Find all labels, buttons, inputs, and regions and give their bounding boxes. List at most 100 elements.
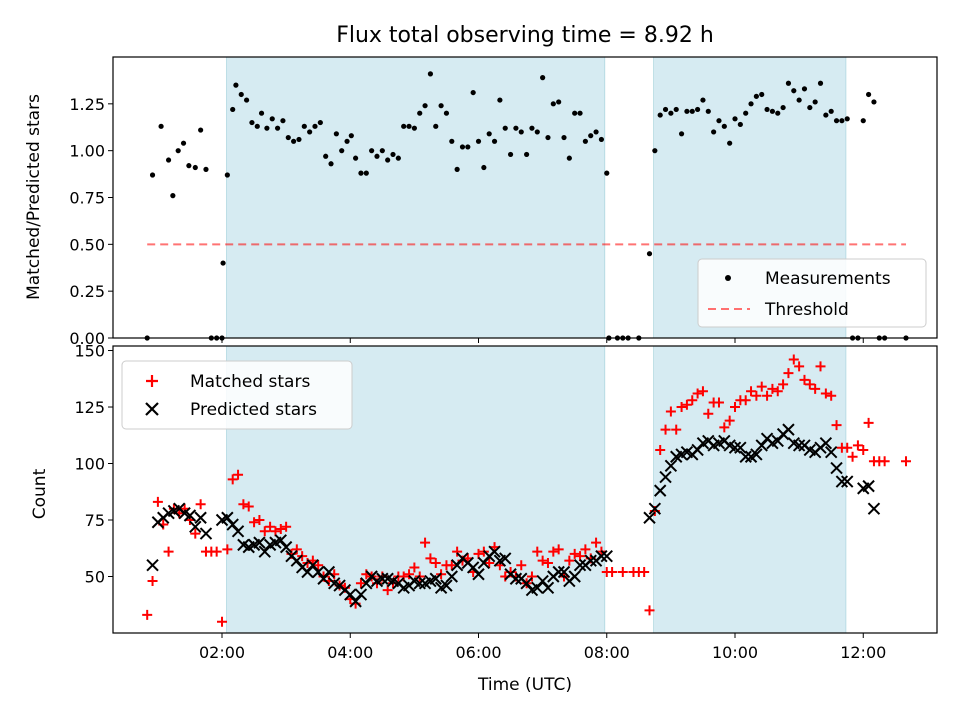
predicted-stars-point	[824, 446, 838, 459]
measurement-point	[785, 80, 792, 86]
measurement-point	[823, 112, 829, 118]
matched-stars-point	[901, 456, 912, 467]
measurement-point	[385, 157, 391, 163]
matched-stars-point	[703, 408, 714, 419]
measurement-point	[775, 110, 781, 116]
predicted-stars-point	[445, 570, 458, 583]
measurement-point	[807, 104, 813, 111]
measurement-point	[224, 172, 230, 178]
measurement-point	[695, 106, 701, 113]
predicted-stars-point	[274, 534, 287, 547]
measurement-point	[812, 99, 818, 105]
measurement-point	[258, 110, 265, 116]
predicted-stars-point	[520, 577, 533, 590]
matched-stars-point	[697, 386, 708, 397]
measurement-point	[233, 82, 239, 88]
measurement-point	[550, 101, 556, 107]
measurement-point	[566, 155, 572, 161]
matched-stars-point	[815, 361, 826, 372]
predicted-stars-point	[728, 441, 742, 454]
bottom-y-tick-label: 150	[74, 342, 105, 361]
measurement-point	[449, 138, 455, 144]
measurement-point	[379, 148, 385, 154]
matched-stars-point	[655, 444, 666, 455]
measurement-point	[817, 80, 824, 86]
measurement-point	[264, 125, 270, 131]
measurement-point	[328, 161, 334, 167]
measurement-point	[748, 101, 754, 107]
measurement-point	[149, 172, 156, 178]
x-axis-label: Time (UTC)	[477, 675, 572, 695]
bottom-y-axis-ticks: 50 75 100 125 150	[74, 342, 113, 587]
measurement-point	[764, 106, 770, 113]
matched-stars-point	[810, 383, 821, 394]
measurement-point	[285, 134, 291, 141]
predicted-stars-point	[584, 554, 597, 567]
measurement-point	[406, 123, 412, 129]
bottom-y-tick-label: 100	[74, 455, 105, 474]
predicted-stars-point	[552, 565, 565, 579]
matched-stars-point	[291, 544, 302, 555]
measurement-point	[254, 123, 260, 129]
measurement-point	[220, 260, 226, 266]
measurement-point	[497, 97, 503, 103]
measurement-point	[871, 99, 877, 105]
x-tick-label: 04:00	[327, 643, 373, 662]
matched-stars-point	[147, 576, 158, 587]
predicted-stars-point	[600, 549, 613, 563]
predicted-stars-point	[413, 577, 426, 590]
measurement-point	[296, 136, 302, 143]
matched-stars-point	[249, 517, 260, 528]
predicted-stars-point	[472, 568, 485, 581]
predicted-stars-point	[194, 511, 207, 524]
matched-stars-point	[687, 395, 698, 406]
matched-stars-point	[665, 406, 676, 417]
matched-stars-point	[163, 546, 174, 557]
measurement-point	[668, 110, 674, 116]
predicted-stars-point	[183, 509, 197, 522]
matched-stars-point	[446, 560, 457, 571]
measurement-point	[158, 123, 164, 129]
predicted-stars-point	[509, 572, 523, 585]
measurement-point	[475, 138, 482, 144]
matched-stars-point	[420, 537, 431, 548]
measurement-point	[323, 153, 329, 159]
measurement-point	[839, 118, 845, 124]
matched-stars-point	[767, 383, 778, 394]
measurement-point	[192, 164, 198, 171]
measurement-point	[243, 97, 250, 103]
predicted-stars-point	[360, 577, 373, 590]
measurement-point	[348, 133, 354, 139]
x-tick-label: 08:00	[584, 643, 630, 662]
matched-stars-point	[537, 555, 548, 566]
matched-stars-point	[724, 415, 735, 426]
measurement-point	[353, 155, 359, 161]
matched-stars-point	[660, 424, 671, 435]
measurement-point	[662, 106, 669, 113]
predicted-stars-point	[488, 545, 501, 558]
measurement-point	[801, 86, 808, 92]
measurement-point	[454, 166, 460, 172]
matched-stars-point	[398, 571, 409, 582]
predicted-stars-point	[691, 443, 704, 457]
matched-stars-point	[644, 605, 655, 616]
measurement-point	[556, 99, 562, 105]
top-y-axis-label: Matched/Predicted stars	[24, 94, 44, 300]
measurement-point	[753, 93, 759, 99]
matched-stars-point	[270, 526, 281, 537]
measurement-point	[481, 164, 487, 171]
predicted-stars-point	[862, 479, 875, 493]
predicted-stars-point	[819, 436, 833, 450]
predicted-stars-point	[536, 574, 549, 588]
measurement-point	[593, 129, 599, 135]
predicted-stars-point	[199, 527, 213, 540]
measurement-point	[727, 140, 733, 146]
measurements-legend-label: Measurements	[765, 269, 891, 289]
predicted-stars-point	[835, 475, 849, 488]
measurement-point	[529, 125, 535, 131]
measurement-point	[513, 125, 519, 131]
measurement-point	[317, 119, 323, 126]
measurement-point	[238, 91, 244, 98]
matched-stars-point	[227, 474, 238, 485]
matched-stars-point	[569, 548, 580, 559]
